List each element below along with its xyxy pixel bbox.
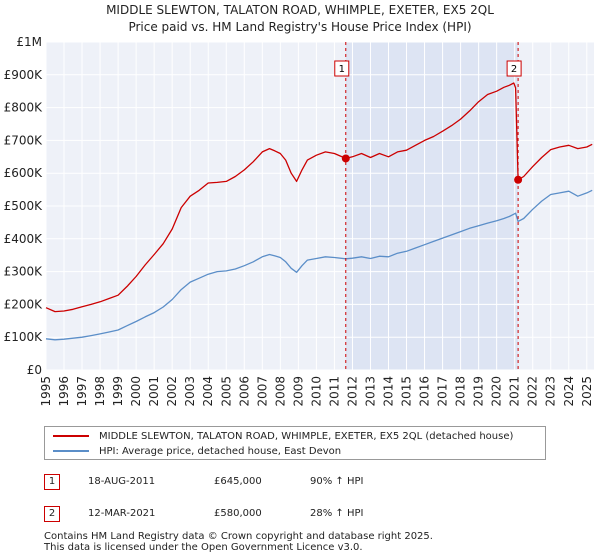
sale-row: 1 18-AUG-2011 £645,000 90% ↑ HPI xyxy=(44,474,444,492)
legend: MIDDLE SLEWTON, TALATON ROAD, WHIMPLE, E… xyxy=(44,426,546,460)
x-tick-label: 2010 xyxy=(309,376,323,407)
x-axis: 1995 1996 1997 1998 1999 2000 2001 2002 2003 2004… xyxy=(39,376,594,407)
y-tick-label: £100K xyxy=(4,330,44,344)
sale-hpi-change: 90% ↑ HPI xyxy=(310,476,364,487)
x-tick-label: 1996 xyxy=(57,376,71,407)
x-tick-label: 2015 xyxy=(400,376,414,407)
legend-swatch-hpi xyxy=(53,450,89,452)
y-tick-label: £200K xyxy=(4,297,44,311)
y-tick-label: £900K xyxy=(4,68,44,82)
y-tick-label: £500K xyxy=(4,199,44,213)
series-lines xyxy=(45,82,593,341)
x-tick-label: 2025 xyxy=(580,376,594,407)
legend-item-hpi: HPI: Average price, detached house, East… xyxy=(53,446,341,457)
x-tick-label: 2006 xyxy=(237,376,251,407)
x-tick-label: 2011 xyxy=(327,376,341,407)
x-tick-label: 2018 xyxy=(454,376,468,407)
x-tick-label: 2012 xyxy=(345,376,359,407)
y-tick-label: £1M xyxy=(16,35,42,49)
legend-label-hpi: HPI: Average price, detached house, East… xyxy=(99,446,342,457)
grid xyxy=(45,41,594,371)
x-tick-label: 2000 xyxy=(129,376,143,407)
series-line xyxy=(45,189,593,341)
y-tick-label: £600K xyxy=(4,166,44,180)
sale-label-number: 2 xyxy=(511,64,517,75)
x-tick-label: 2019 xyxy=(472,376,486,407)
x-tick-label: 2004 xyxy=(201,376,215,407)
x-tick-label: 1997 xyxy=(75,376,89,407)
x-tick-label: 2001 xyxy=(147,376,161,407)
x-tick-label: 2008 xyxy=(273,376,287,407)
x-tick-label: 2021 xyxy=(508,376,522,407)
x-tick-label: 2009 xyxy=(291,376,305,407)
sale-row: 2 12-MAR-2021 £580,000 28% ↑ HPI xyxy=(44,506,444,524)
price-chart: MIDDLE SLEWTON, TALATON ROAD, WHIMPLE, E… xyxy=(4,3,594,407)
x-tick-label: 1999 xyxy=(111,376,125,407)
legend-item-property: MIDDLE SLEWTON, TALATON ROAD, WHIMPLE, E… xyxy=(53,431,513,442)
chart-subtitle: Price paid vs. HM Land Registry's House … xyxy=(128,20,471,34)
legend-label-property: MIDDLE SLEWTON, TALATON ROAD, WHIMPLE, E… xyxy=(99,431,514,442)
x-tick-label: 2023 xyxy=(544,376,558,407)
x-tick-label: 2007 xyxy=(255,376,269,407)
sale-point xyxy=(514,175,523,184)
footer-line-1: Contains HM Land Registry data © Crown c… xyxy=(44,531,433,542)
x-tick-label: 2022 xyxy=(526,376,540,407)
legend-swatch-property xyxy=(53,435,89,437)
x-tick-label: 2002 xyxy=(165,376,179,407)
x-tick-label: 2005 xyxy=(219,376,233,407)
footer-line-2: This data is licensed under the Open Gov… xyxy=(44,542,363,553)
sale-point xyxy=(341,154,350,163)
y-tick-label: £800K xyxy=(4,101,44,115)
x-tick-label: 2013 xyxy=(363,376,377,407)
x-tick-label: 2017 xyxy=(436,376,450,407)
sale-hpi-change: 28% ↑ HPI xyxy=(310,508,364,519)
sale-price: £580,000 xyxy=(214,508,262,519)
sale-number-badge: 1 xyxy=(44,474,60,490)
sale-date: 18-AUG-2011 xyxy=(88,476,156,487)
y-tick-label: £300K xyxy=(4,265,44,279)
chart-title: MIDDLE SLEWTON, TALATON ROAD, WHIMPLE, E… xyxy=(106,3,494,17)
x-tick-label: 2003 xyxy=(183,376,197,407)
footer: Contains HM Land Registry data © Crown c… xyxy=(44,531,433,553)
sale-number-badge: 2 xyxy=(44,506,60,522)
series-line xyxy=(45,82,593,313)
x-tick-label: 1998 xyxy=(93,376,107,407)
y-axis: £0 £100K £200K £300K £400K £500K £600K £700K £80… xyxy=(4,35,44,377)
y-tick-label: £400K xyxy=(4,232,44,246)
x-tick-label: 1995 xyxy=(39,376,53,407)
sale-label-box xyxy=(506,60,522,77)
y-tick-label: £0 xyxy=(27,363,42,377)
x-tick-label: 2014 xyxy=(382,376,396,407)
sale-label-number: 1 xyxy=(339,64,345,75)
x-tick-label: 2016 xyxy=(418,376,432,407)
y-tick-label: £700K xyxy=(4,133,44,147)
sale-price: £645,000 xyxy=(214,476,262,487)
sale-label-box xyxy=(334,60,350,77)
x-tick-label: 2020 xyxy=(490,376,504,407)
sale-date: 12-MAR-2021 xyxy=(88,508,156,519)
x-tick-label: 2024 xyxy=(562,376,576,407)
